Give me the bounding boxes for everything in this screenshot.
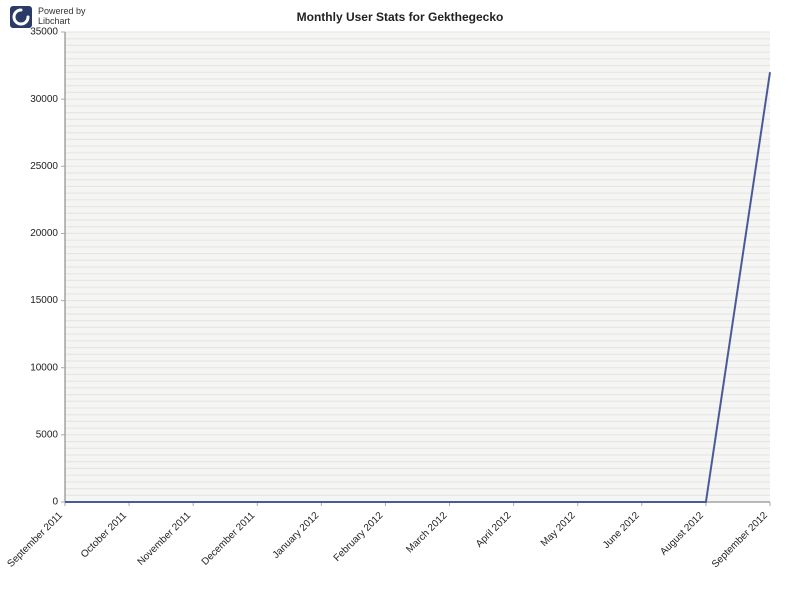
svg-text:25000: 25000 (30, 161, 58, 172)
svg-text:30000: 30000 (30, 94, 58, 105)
svg-text:15000: 15000 (30, 295, 58, 306)
svg-text:0: 0 (52, 497, 58, 508)
svg-text:10000: 10000 (30, 362, 58, 373)
svg-text:August 2012: August 2012 (658, 510, 706, 558)
svg-text:September 2011: September 2011 (5, 510, 65, 570)
svg-text:April 2012: April 2012 (474, 510, 514, 550)
svg-text:September 2012: September 2012 (710, 510, 770, 570)
svg-text:20000: 20000 (30, 228, 58, 239)
svg-text:February 2012: February 2012 (332, 510, 386, 564)
svg-text:5000: 5000 (36, 429, 59, 440)
svg-text:35000: 35000 (30, 27, 58, 38)
svg-text:March 2012: March 2012 (404, 510, 449, 555)
svg-text:October 2011: October 2011 (79, 510, 129, 560)
line-chart: 0 5000 10000 15000 20000 25000 30000 35000 Sept… (0, 0, 800, 600)
svg-text:January 2012: January 2012 (271, 510, 322, 561)
svg-text:May 2012: May 2012 (539, 510, 578, 549)
svg-text:December 2011: December 2011 (200, 510, 258, 568)
svg-text:June 2012: June 2012 (601, 510, 642, 551)
chart-container: Powered by Libchart Monthly User Stats f… (0, 0, 800, 600)
svg-text:November 2011: November 2011 (136, 510, 194, 568)
